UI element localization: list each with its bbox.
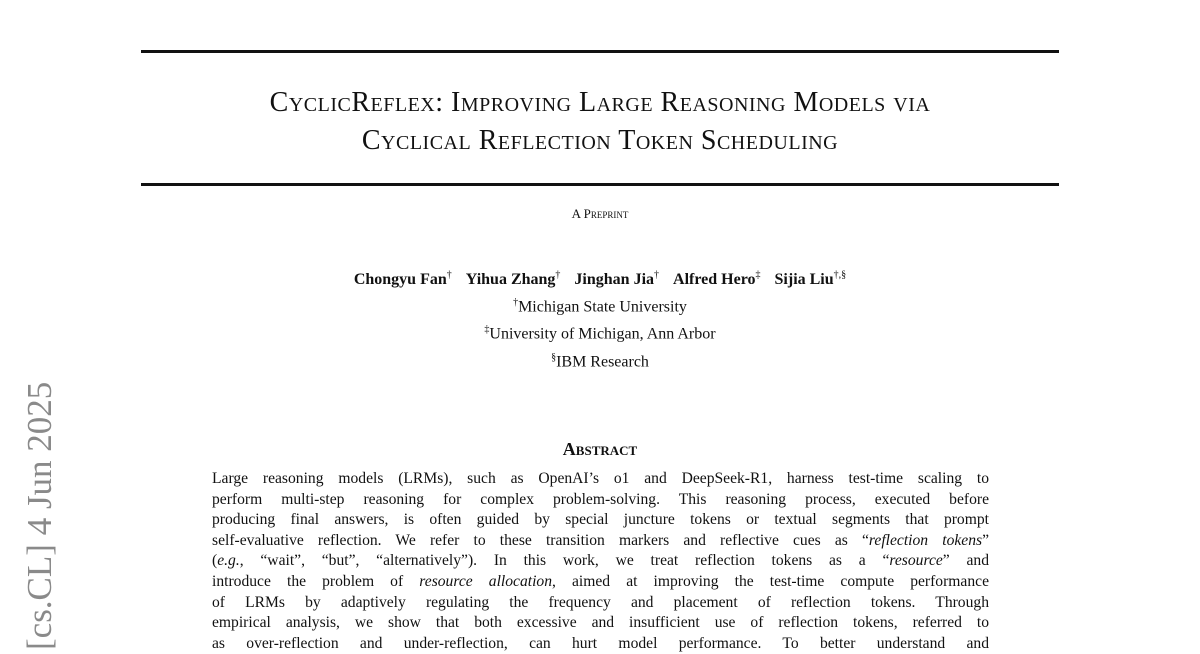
title-line-2: Cyclical Reflection Token Scheduling	[361, 125, 839, 156]
abstract-line: (e.g., “wait”, “but”, “alternatively”). …	[212, 552, 989, 570]
abstract-body: Large reasoning models (LRMs), such as O…	[212, 469, 989, 654]
top-rule	[141, 50, 1059, 53]
bottom-rule	[141, 183, 1059, 186]
abstract-line: introduce the problem of resource alloca…	[212, 572, 989, 590]
author-affiliation-mark: †	[555, 270, 561, 281]
author-affiliation-mark: †,§	[833, 270, 847, 281]
title-line-1: CyclicReflex: Improving Large Reasoning …	[269, 87, 931, 118]
abstract-line: as over-reflection and under-reflection,…	[212, 634, 989, 652]
preprint-label: A Preprint	[571, 206, 629, 221]
affiliation: ‡University of Michigan, Ann Arbor	[484, 324, 716, 343]
abstract-line: of LRMs by adaptively regulating the fre…	[212, 593, 989, 611]
abstract-line: producing final answers, is often guided…	[212, 511, 989, 529]
author-affiliation-mark: †	[654, 270, 660, 281]
abstract-line: Large reasoning models (LRMs), such as O…	[212, 470, 989, 487]
author-name: Sijia Liu†,§	[774, 270, 847, 289]
abstract-line: perform multi-step reasoning for complex…	[212, 490, 989, 508]
author-affiliation-mark: ‡	[755, 270, 761, 281]
arxiv-stamp: [cs.CL] 4 Jun 2025	[20, 381, 59, 650]
author-affiliation-mark: †	[446, 270, 452, 281]
abstract-line: empirical analysis, we show that both ex…	[212, 614, 989, 632]
author-name: Chongyu Fan†	[353, 270, 452, 289]
author-name: Alfred Hero‡	[673, 270, 761, 289]
author-name: Jinghan Jia†	[574, 270, 660, 289]
author-name: Yihua Zhang†	[465, 270, 561, 289]
abstract-line: self-evaluative reflection. We refer to …	[212, 531, 989, 549]
affiliation: §IBM Research	[551, 351, 649, 370]
abstract-heading: Abstract	[562, 439, 638, 459]
author-list: Chongyu Fan† Yihua Zhang† Jinghan Jia† Alfr…	[100, 270, 1100, 289]
affiliation: †Michigan State University	[513, 297, 687, 316]
affiliations: †Michigan State University ‡University of…	[100, 291, 1100, 373]
paper-title: CyclicReflex: Improving Large Reasoning …	[100, 84, 1100, 160]
